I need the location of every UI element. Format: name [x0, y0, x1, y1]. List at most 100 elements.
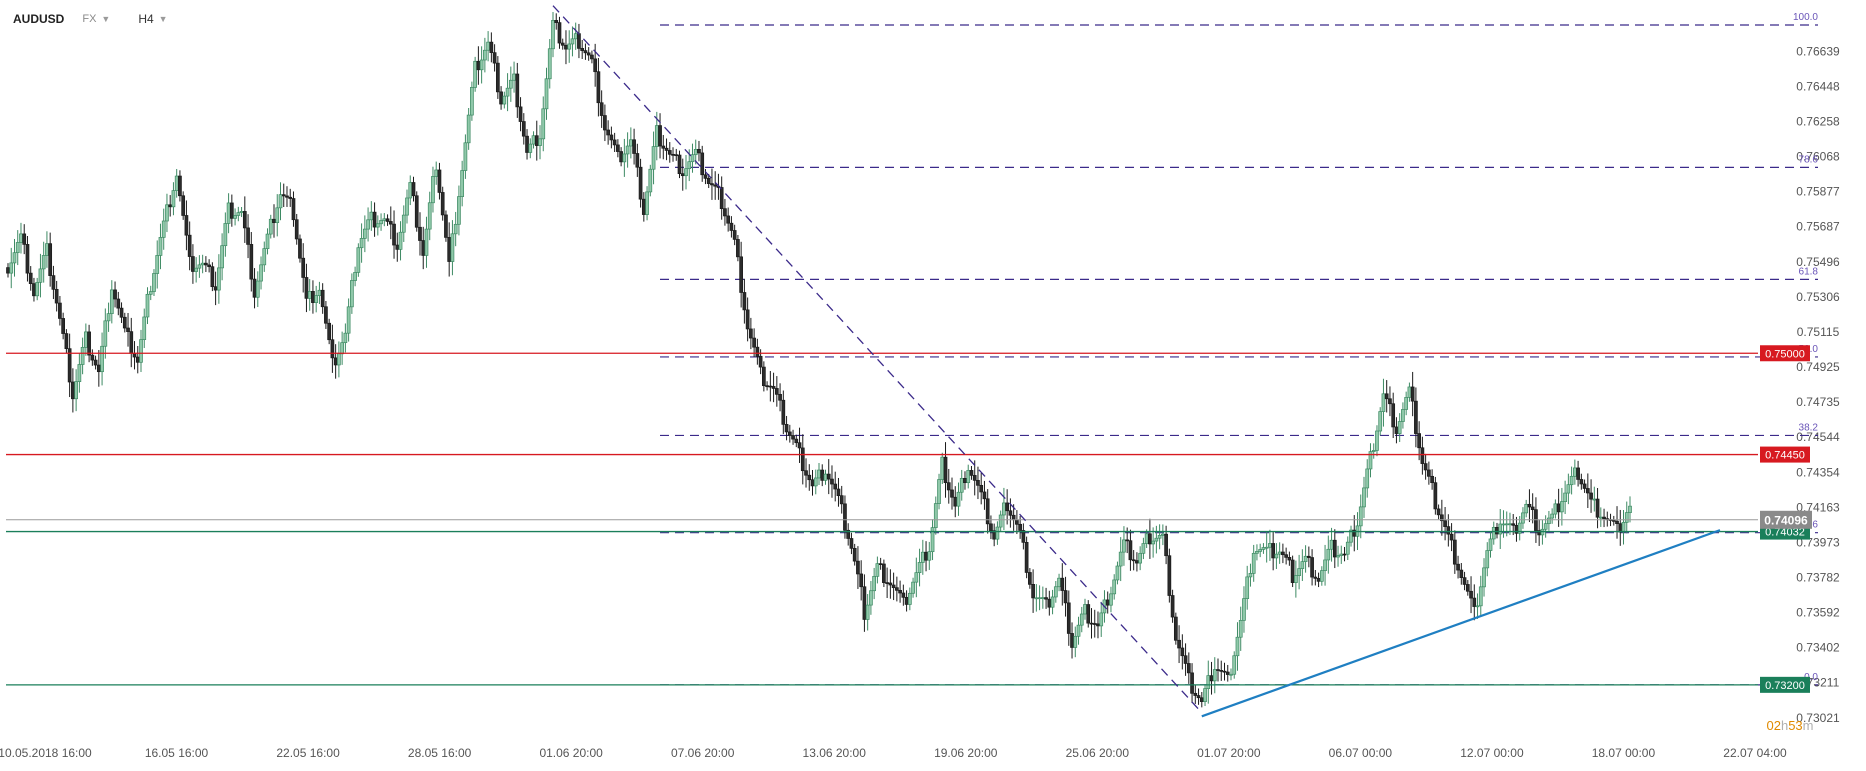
- candle-body: [1096, 623, 1100, 627]
- candle-body: [920, 551, 925, 563]
- candle-body: [911, 581, 915, 594]
- candle-body: [210, 266, 215, 288]
- candle-body: [440, 192, 445, 216]
- candle-body: [1258, 549, 1263, 552]
- candle-body: [457, 196, 461, 225]
- candle-body: [1553, 503, 1558, 515]
- candle-body: [1427, 469, 1431, 477]
- candle-body: [1274, 553, 1279, 559]
- candle-body: [129, 331, 134, 354]
- candle-body: [54, 288, 59, 304]
- y-tick-label: 0.74925: [1796, 360, 1840, 374]
- y-tick-label: 0.73782: [1796, 571, 1840, 585]
- candle-body: [1326, 548, 1331, 561]
- candle-body: [551, 20, 555, 50]
- candle-body: [1083, 604, 1087, 615]
- candle-body: [937, 479, 941, 504]
- candle-body: [379, 220, 383, 225]
- candle-body: [272, 218, 276, 224]
- candle-body: [823, 473, 828, 481]
- candle-body: [1047, 598, 1052, 608]
- candle-body: [369, 211, 374, 221]
- candle-body: [395, 244, 400, 250]
- candle-body: [298, 238, 302, 259]
- candle-body: [427, 202, 432, 230]
- candle-body: [577, 33, 581, 49]
- candle-body: [353, 272, 357, 281]
- candle-body: [116, 298, 121, 309]
- candle-body: [1268, 543, 1272, 548]
- market-dropdown-chevron-icon[interactable]: ▼: [101, 14, 111, 24]
- candle-body: [1384, 393, 1389, 400]
- candle-body: [1073, 635, 1078, 648]
- candle-body: [586, 52, 591, 56]
- candle-body: [609, 134, 614, 141]
- candle-body: [158, 237, 163, 256]
- candle-body: [966, 470, 971, 484]
- candle-body: [486, 41, 490, 51]
- candle-body: [1391, 403, 1396, 428]
- candle-body: [25, 244, 30, 274]
- candle-body: [1316, 578, 1321, 582]
- candle-body: [1358, 506, 1363, 527]
- candle-body: [1255, 551, 1259, 554]
- candle-body: [161, 220, 166, 238]
- candle-body: [1277, 551, 1282, 555]
- candle-body: [791, 435, 795, 440]
- candle-body: [1115, 565, 1120, 581]
- candle-body: [1436, 508, 1441, 516]
- candle-body: [421, 240, 426, 256]
- candle-body: [1271, 543, 1276, 559]
- candle-body: [525, 135, 529, 153]
- candle-body: [1566, 484, 1571, 494]
- downtrend-line[interactable]: [552, 5, 1203, 714]
- candle-body: [1362, 487, 1366, 508]
- candle-body: [940, 456, 945, 480]
- candle-body: [593, 58, 598, 73]
- candle-body: [1034, 597, 1039, 600]
- y-tick-label: 0.73402: [1796, 641, 1840, 655]
- candle-body: [304, 277, 309, 299]
- candle-body: [382, 218, 387, 221]
- candle-body: [45, 243, 49, 256]
- candle-body: [408, 182, 413, 199]
- candle-body: [226, 202, 231, 224]
- uptrend-line[interactable]: [1201, 529, 1721, 718]
- candle-body: [573, 33, 578, 40]
- candle-body: [252, 278, 257, 298]
- candle-body: [547, 48, 552, 80]
- candle-body: [856, 560, 860, 575]
- candle-body: [314, 295, 319, 303]
- y-tick-label: 0.75115: [1797, 325, 1840, 339]
- candle-body: [1475, 605, 1480, 608]
- candle-body: [204, 262, 208, 266]
- candle-body: [564, 44, 568, 50]
- y-tick-label: 0.73021: [1796, 711, 1840, 725]
- candle-body: [476, 60, 481, 71]
- candle-body: [64, 333, 69, 350]
- candle-body: [1504, 523, 1509, 526]
- candle-body: [914, 572, 919, 583]
- candle-body: [654, 125, 659, 147]
- countdown-h-unit: h: [1781, 718, 1788, 733]
- timeframe-label[interactable]: H4: [138, 12, 154, 26]
- candle-body: [184, 215, 189, 236]
- price-level-label: 0.74032: [1765, 527, 1805, 539]
- candle-body: [1180, 647, 1185, 657]
- candle-body: [152, 273, 156, 292]
- candle-body: [262, 248, 267, 266]
- candle-body: [700, 152, 705, 176]
- candle-body: [820, 469, 825, 481]
- candle-body: [531, 135, 536, 145]
- candle-body: [1157, 535, 1162, 539]
- candle-body: [719, 187, 724, 210]
- candle-body: [771, 386, 776, 389]
- candle-body: [1592, 498, 1597, 501]
- current-price-label: 0.74096: [1764, 513, 1808, 527]
- candle-body: [1543, 523, 1548, 530]
- candle-body: [1112, 579, 1117, 595]
- candle-body: [1598, 516, 1603, 519]
- timeframe-dropdown-chevron-icon[interactable]: ▼: [158, 14, 168, 24]
